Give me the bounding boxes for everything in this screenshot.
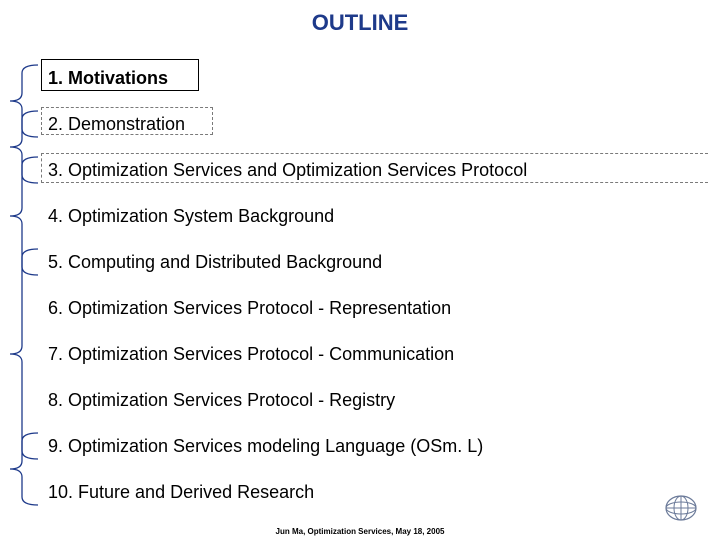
outline-item-label: 5. Computing and Distributed Background [8, 252, 382, 273]
outline-item: 1. Motivations [8, 55, 708, 101]
outline-item: 9. Optimization Services modeling Langua… [8, 423, 708, 469]
outline-list: 1. Motivations2. Demonstration3. Optimiz… [8, 55, 708, 515]
outline-item: 10. Future and Derived Research [8, 469, 708, 515]
outline-item: 8. Optimization Services Protocol - Regi… [8, 377, 708, 423]
outline-item-label: 4. Optimization System Background [8, 206, 334, 227]
slide-title: OUTLINE [0, 0, 720, 36]
outline-item: 3. Optimization Services and Optimizatio… [8, 147, 708, 193]
outline-item: 7. Optimization Services Protocol - Comm… [8, 331, 708, 377]
outline-item-label: 7. Optimization Services Protocol - Comm… [8, 344, 454, 365]
outline-item-label: 9. Optimization Services modeling Langua… [8, 436, 483, 457]
item-box-dashed [41, 107, 213, 135]
outline-item-label: 6. Optimization Services Protocol - Repr… [8, 298, 451, 319]
outline-item: 6. Optimization Services Protocol - Repr… [8, 285, 708, 331]
outline-item-label: 10. Future and Derived Research [8, 482, 314, 503]
outline-item: 2. Demonstration [8, 101, 708, 147]
globe-logo-icon [664, 491, 698, 530]
outline-item: 5. Computing and Distributed Background [8, 239, 708, 285]
item-box-solid [41, 59, 199, 91]
footer-text: Jun Ma, Optimization Services, May 18, 2… [0, 527, 720, 536]
item-box-dashed-wide [41, 153, 708, 183]
outline-item-label: 8. Optimization Services Protocol - Regi… [8, 390, 395, 411]
outline-item: 4. Optimization System Background [8, 193, 708, 239]
